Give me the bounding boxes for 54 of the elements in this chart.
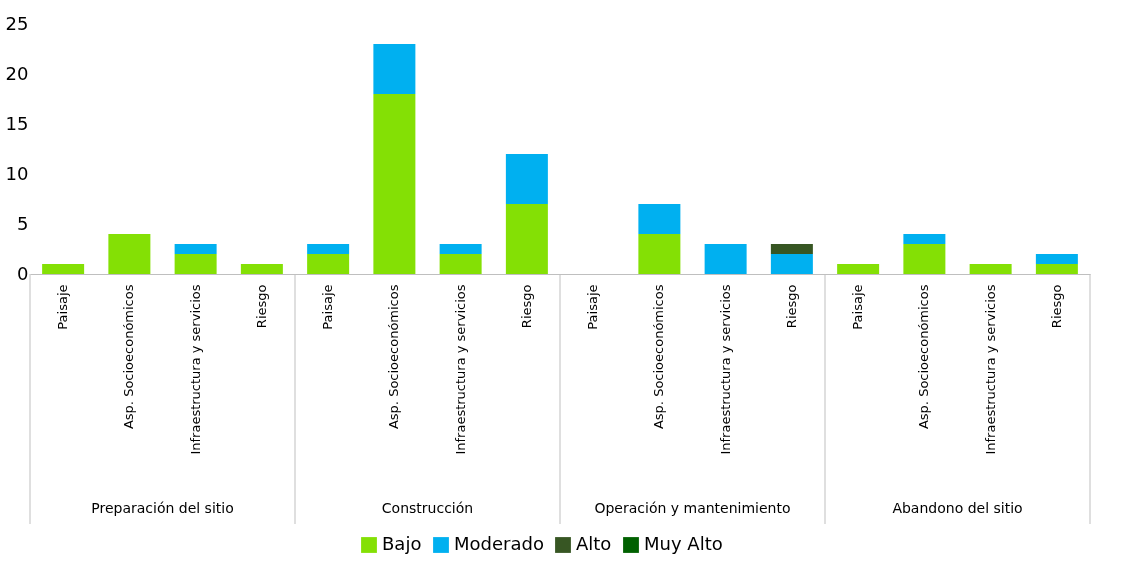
bar — [307, 254, 350, 274]
x-tick-label: Infraestructura y servicios — [717, 284, 733, 455]
text: Preparación del sitio — [91, 500, 234, 516]
x-tick-label: Infraestructura y servicios — [982, 284, 998, 455]
y-tick-label: 15 — [5, 112, 29, 134]
bar — [704, 244, 747, 274]
bar — [240, 264, 283, 274]
x-tick-label: Asp. Socioeconómicos — [651, 284, 667, 430]
x-tick-label: Asp. Socioeconómicos — [121, 284, 137, 430]
bar — [373, 44, 416, 94]
legend-label: Muy Alto — [644, 533, 723, 554]
bar — [174, 254, 217, 274]
bar — [439, 244, 482, 254]
bar — [1035, 254, 1078, 264]
bar — [505, 154, 548, 204]
bar — [1035, 264, 1078, 274]
text: Construcción — [381, 500, 474, 516]
bar — [903, 234, 946, 244]
x-tick-label: Riesgo — [518, 284, 534, 329]
bar — [969, 264, 1012, 274]
y-tick-label: 10 — [5, 162, 29, 184]
y-tick-label: 25 — [5, 12, 29, 34]
x-tick-label: Paisaje — [850, 284, 866, 330]
x-tick-label: Infraestructura y servicios — [452, 284, 468, 455]
x-tick-label: Paisaje — [585, 284, 601, 330]
x-tick-label: Asp. Socioeconómicos — [386, 284, 402, 430]
legend-label: Moderado — [454, 533, 544, 554]
x-tick-label: Asp. Socioeconómicos — [916, 284, 932, 430]
bar — [638, 204, 681, 234]
bar — [108, 234, 151, 274]
y-tick-label: 0 — [17, 262, 29, 284]
bar — [373, 94, 416, 274]
bar — [505, 204, 548, 274]
y-tick-label: 5 — [17, 212, 29, 234]
x-tick-label: Riesgo — [783, 284, 799, 329]
bar — [638, 234, 681, 274]
bar — [770, 254, 813, 274]
legend-label: Bajo — [382, 533, 422, 554]
x-tick-label: Riesgo — [1048, 284, 1064, 329]
x-tick-label: Infraestructura y servicios — [187, 284, 203, 455]
y-tick-label: 20 — [5, 62, 29, 84]
bar — [307, 244, 350, 254]
bar — [837, 264, 880, 274]
text: Abandono del sitio — [892, 500, 1023, 516]
bar — [770, 244, 813, 254]
x-tick-label: Paisaje — [55, 284, 71, 330]
text: Operación y mantenimiento — [594, 500, 791, 516]
bar — [903, 244, 946, 274]
legend-label: Alto — [576, 533, 612, 554]
bar — [439, 254, 482, 274]
bar — [174, 244, 217, 254]
bar — [42, 264, 85, 274]
x-tick-label: Paisaje — [320, 284, 336, 330]
x-tick-label: Riesgo — [253, 284, 269, 329]
